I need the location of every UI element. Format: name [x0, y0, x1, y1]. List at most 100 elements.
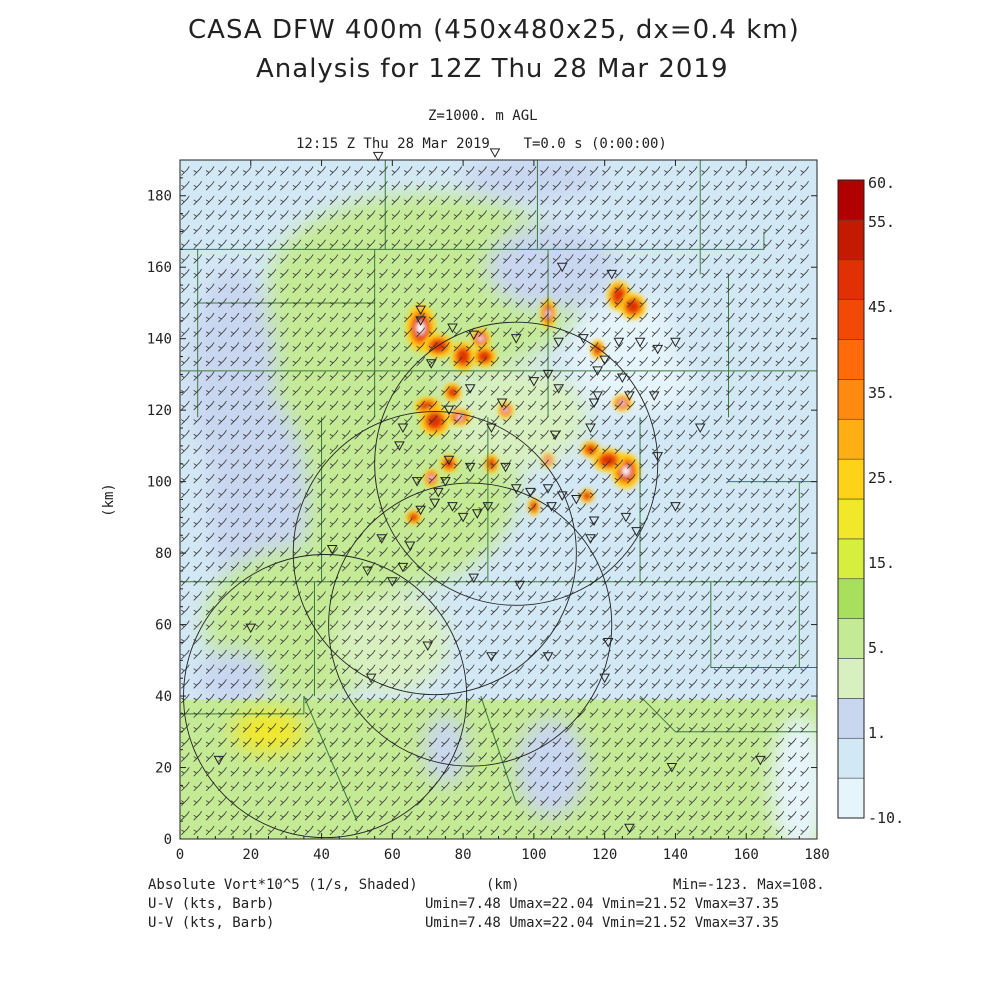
- wind-barb: [366, 532, 376, 543]
- wind-barb: [304, 312, 314, 323]
- wind-barb: [800, 781, 809, 792]
- wind-barb: [726, 166, 735, 176]
- wind-barb: [763, 737, 772, 748]
- wind-barb: [787, 752, 797, 762]
- wind-barb: [428, 268, 438, 279]
- wind-barb: [664, 825, 673, 836]
- wind-barb: [503, 298, 512, 308]
- wind-barb: [292, 342, 302, 352]
- wind-barb: [478, 605, 487, 616]
- wind-barb: [354, 679, 364, 689]
- wind-barb: [181, 591, 190, 601]
- wind-barb: [416, 532, 425, 543]
- wind-barb: [787, 371, 797, 381]
- wind-barb: [391, 298, 401, 308]
- wind-barb: [453, 312, 463, 323]
- wind-barb: [280, 415, 289, 425]
- wind-barb: [478, 239, 487, 250]
- wind-barb: [478, 371, 487, 381]
- wind-barb: [342, 386, 351, 396]
- wind-barb: [490, 459, 500, 469]
- colorbar-swatch: [837, 618, 865, 659]
- wind-barb: [490, 298, 500, 308]
- wind-barb: [342, 767, 351, 777]
- wind-barb: [478, 737, 487, 748]
- storm-cell: [497, 401, 514, 419]
- wind-barb: [354, 693, 364, 704]
- wind-barb: [577, 679, 586, 689]
- wind-barb: [540, 444, 549, 455]
- wind-barb: [391, 224, 401, 235]
- wind-barb: [453, 781, 463, 792]
- wind-barb: [701, 180, 710, 191]
- wind-barb: [465, 781, 475, 792]
- wind-barb: [441, 708, 450, 718]
- wind-barb: [403, 664, 413, 674]
- wind-barb: [800, 825, 809, 836]
- wind-barb: [342, 459, 351, 469]
- wind-barb: [242, 517, 252, 528]
- wind-barb: [503, 503, 512, 513]
- wind-barb: [267, 180, 277, 191]
- wind-barb: [342, 576, 351, 587]
- wind-barb: [403, 180, 413, 191]
- wind-barb: [354, 473, 364, 484]
- wind-barb: [255, 635, 264, 645]
- wind-barb: [701, 547, 710, 557]
- wind-barb: [342, 400, 351, 411]
- wind-barb: [800, 459, 809, 469]
- wind-barb: [676, 708, 686, 718]
- wind-barb: [490, 312, 500, 323]
- wind-barb: [552, 635, 562, 645]
- wind-barb: [614, 400, 624, 411]
- wind-barb: [800, 737, 809, 748]
- wind-barb: [763, 473, 772, 484]
- wind-barb: [775, 825, 785, 836]
- wind-barb: [787, 239, 797, 250]
- wind-barb: [354, 210, 364, 220]
- wind-barb: [242, 810, 252, 821]
- wind-barb: [701, 430, 710, 440]
- wind-barb: [453, 517, 463, 528]
- wind-barb: [676, 473, 686, 484]
- wind-barb: [564, 781, 574, 792]
- wind-barb: [230, 679, 240, 689]
- wind-barb: [267, 488, 277, 499]
- wind-barb: [614, 180, 624, 191]
- wind-barb: [515, 693, 525, 704]
- radar-site-marker: [648, 391, 660, 401]
- wind-barb: [564, 239, 574, 250]
- wind-barb: [540, 693, 549, 704]
- wind-barb: [527, 459, 537, 469]
- wind-barb: [503, 312, 512, 323]
- wind-barb: [701, 781, 710, 792]
- wind-barb: [577, 635, 586, 645]
- wind-barb: [242, 503, 252, 513]
- wind-barb: [775, 635, 785, 645]
- wind-barb: [255, 298, 264, 308]
- wind-barb: [639, 195, 648, 206]
- wind-barb: [602, 723, 611, 733]
- wind-barb: [416, 312, 425, 323]
- wind-barb: [267, 239, 277, 250]
- wind-barb: [441, 415, 450, 425]
- wind-barb: [713, 708, 723, 718]
- wind-barb: [342, 195, 351, 206]
- wind-barb: [267, 517, 277, 528]
- y-tick-label: 20: [155, 761, 172, 777]
- wind-barb: [639, 254, 648, 264]
- wind-barb: [280, 342, 289, 352]
- wind-barb: [564, 576, 574, 587]
- wind-barb: [602, 459, 611, 469]
- wind-barb: [428, 166, 438, 176]
- time-label: 12:15 Z Thu 28 Mar 2019 T=0.0 s (0:00:00…: [296, 136, 667, 152]
- wind-barb: [465, 430, 475, 440]
- wind-barb: [292, 591, 302, 601]
- wind-barb: [428, 547, 438, 557]
- wind-barb: [465, 371, 475, 381]
- wind-barb: [515, 649, 525, 660]
- wind-barb: [688, 166, 698, 176]
- wind-barb: [416, 239, 425, 250]
- wind-barb: [688, 679, 698, 689]
- wind-barb: [664, 195, 673, 206]
